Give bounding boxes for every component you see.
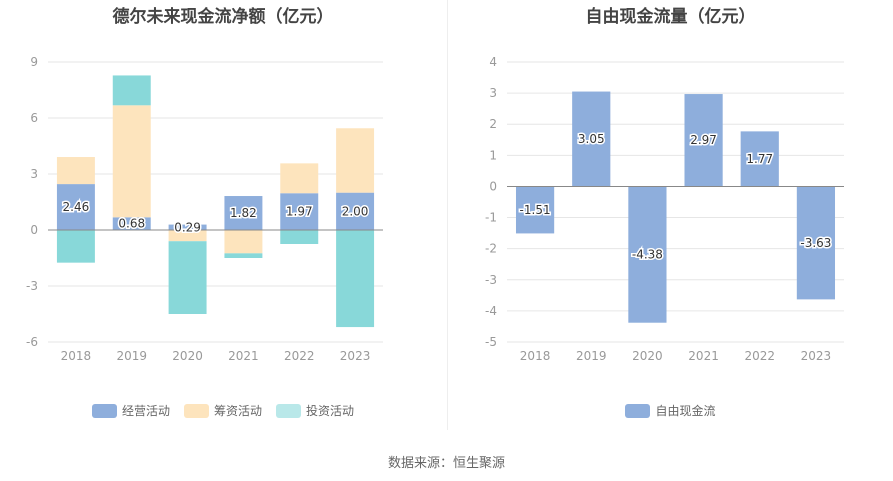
y-tick-label: 3: [30, 167, 38, 181]
bar: [224, 196, 263, 230]
data-label: 2.97: [690, 133, 717, 147]
y-tick-label: 3: [489, 86, 497, 100]
y-tick-label: 1: [489, 148, 497, 162]
data-label: 1.82: [230, 206, 257, 220]
bar: [224, 230, 263, 254]
y-tick-label: -2: [485, 242, 497, 256]
free-cash-flow-plot: 4 3 2 1 0 -1 -2 -3 -4 -5 2018 2019 2020 2021 2022 2023 -…: [485, 55, 844, 363]
x-tick-label: 2018: [61, 349, 92, 363]
y-tick-label: 9: [30, 55, 38, 69]
data-label: 1.77: [746, 152, 773, 166]
bar: [336, 128, 375, 193]
data-label: -1.51: [520, 203, 551, 217]
bar: [280, 163, 319, 194]
bar: [515, 186, 555, 234]
chart-legend: 经营活动 筹资活动 投资活动: [0, 402, 446, 419]
data-label: 3.05: [578, 132, 605, 146]
legend-label: 自由现金流: [655, 404, 716, 418]
y-tick-label: -3: [26, 279, 38, 293]
legend-item-financing[interactable]: 筹资活动: [183, 402, 262, 419]
bar: [684, 94, 723, 187]
bar: [56, 184, 95, 230]
free-cash-flow-chart: 自由现金流量（亿元） 4 3 2 1 0 -1 -2 -3 -4 -5 2018 2019 2020 20…: [448, 0, 893, 440]
legend-label: 经营活动: [121, 404, 170, 418]
data-label: 0.29: [174, 220, 201, 234]
legend-swatch: [183, 403, 209, 418]
bar: [280, 193, 319, 230]
data-source: 数据来源：恒生聚源: [387, 456, 505, 471]
x-tick-label: 2019: [116, 349, 147, 363]
x-tick-label: 2021: [228, 349, 259, 363]
y-tick-label: -1: [485, 211, 497, 225]
bar: [56, 230, 95, 263]
chart-title: 自由现金流量（亿元）: [585, 7, 756, 27]
bar: [56, 157, 95, 185]
legend-swatch: [625, 403, 651, 418]
bar: [112, 217, 151, 230]
legend-item-investing[interactable]: 投资活动: [276, 402, 354, 419]
bar: [280, 230, 319, 244]
y-tick-label: 0: [489, 179, 497, 193]
bar: [336, 192, 375, 230]
bar: [628, 186, 667, 323]
legend-swatch: [276, 403, 301, 418]
bar: [336, 230, 375, 328]
y-tick-label: -6: [26, 335, 38, 349]
y-tick-label: 6: [30, 111, 38, 125]
legend-label: 投资活动: [306, 404, 355, 418]
y-tick-label: -3: [485, 273, 497, 287]
x-tick-label: 2020: [632, 349, 663, 363]
bar: [224, 253, 263, 258]
x-tick-label: 2023: [340, 349, 371, 363]
bar: [796, 186, 836, 300]
cash-flow-chart: 德尔未来现金流净额（亿元） 9 6 3 0 -3 -6 2018 2019 2020 2021 20…: [0, 0, 446, 440]
y-tick-label: 4: [489, 55, 497, 69]
x-tick-label: 2018: [520, 349, 551, 363]
legend-swatch: [91, 403, 117, 418]
legend-label: 筹资活动: [213, 404, 262, 418]
data-label: 2.00: [342, 204, 369, 218]
data-label: 0.68: [118, 217, 145, 231]
legend-item-operating[interactable]: 经营活动: [91, 402, 170, 419]
x-tick-label: 2022: [744, 349, 775, 363]
bar: [168, 230, 207, 242]
data-label: -3.63: [800, 236, 831, 250]
legend-item-free-cash-flow[interactable]: 自由现金流: [625, 402, 716, 419]
y-tick-label: -4: [485, 304, 497, 318]
data-label: 1.97: [286, 205, 313, 219]
cash-flow-plot: 9 6 3 0 -3 -6 2018 2019 2020 2021 2022 2023 2.46 0.68…: [26, 55, 383, 363]
chart-title: 德尔未来现金流净额（亿元）: [112, 7, 334, 27]
bar: [168, 241, 207, 314]
data-label: 2.46: [63, 200, 90, 214]
bar: [112, 105, 151, 218]
bar: [740, 131, 779, 187]
chart-legend: 自由现金流: [448, 402, 893, 419]
x-tick-label: 2023: [801, 349, 832, 363]
y-tick-label: 2: [489, 117, 497, 131]
bar: [112, 75, 151, 106]
x-tick-label: 2019: [576, 349, 607, 363]
x-tick-label: 2022: [284, 349, 315, 363]
panel-divider: [447, 0, 448, 430]
y-tick-label: -5: [485, 335, 497, 349]
x-tick-label: 2020: [172, 349, 203, 363]
bar: [572, 91, 611, 187]
x-tick-label: 2021: [688, 349, 719, 363]
y-tick-label: 0: [30, 223, 38, 237]
data-label: -4.38: [632, 248, 663, 262]
bar: [168, 224, 207, 230]
